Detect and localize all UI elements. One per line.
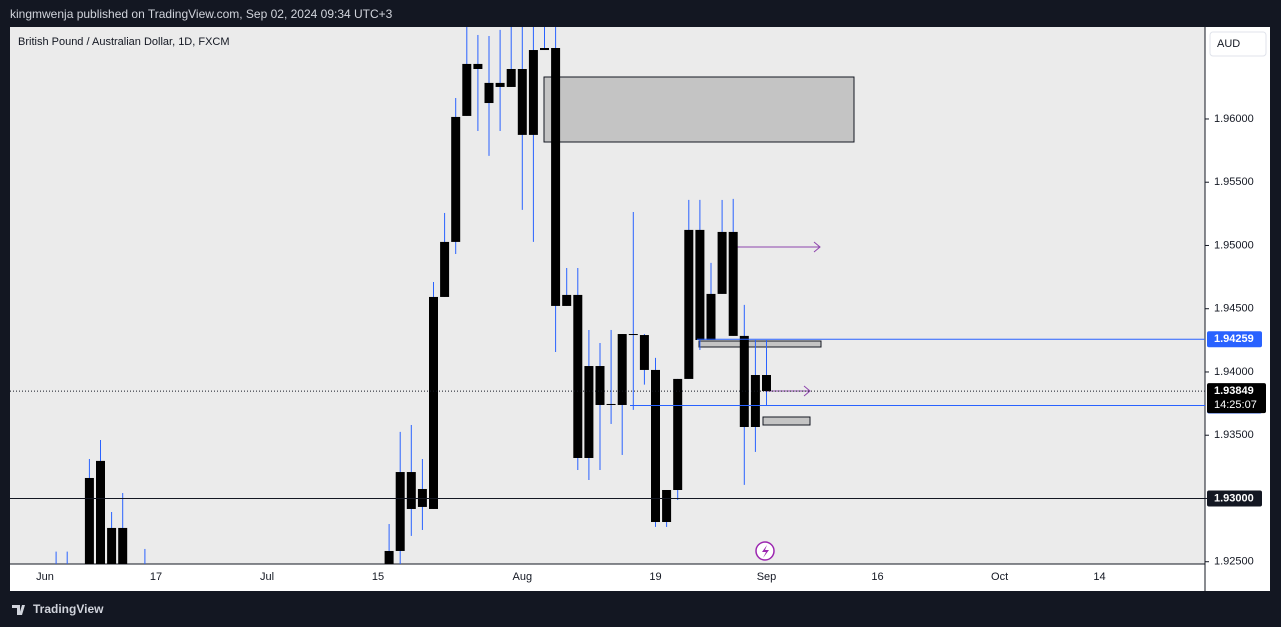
x-tick-label: Jul — [260, 571, 274, 583]
candle-body — [118, 527, 128, 564]
candle-body — [595, 366, 605, 405]
level-label: 1.93000 — [1214, 492, 1254, 504]
candle-body — [384, 550, 394, 564]
brand: TradingView — [33, 602, 104, 616]
candle-body — [484, 82, 494, 104]
x-tick-label: 19 — [649, 571, 661, 583]
chart-title: British Pound / Australian Dollar, 1D, F… — [18, 36, 230, 48]
candle-body — [417, 488, 427, 507]
x-tick-label: Oct — [991, 571, 1008, 583]
y-tick-label: 1.94500 — [1214, 303, 1254, 315]
y-tick-label: 1.96000 — [1214, 113, 1254, 125]
candle-body — [750, 375, 760, 427]
candle-body — [606, 403, 616, 405]
candle-body — [107, 527, 117, 564]
candle-body — [573, 294, 583, 458]
candle-body — [473, 63, 483, 69]
candle-body — [706, 293, 716, 340]
candle-body — [739, 335, 749, 427]
candle-body — [695, 229, 705, 340]
x-tick-label: 17 — [150, 571, 162, 583]
candle-body — [462, 63, 472, 116]
zone-box — [543, 76, 855, 143]
x-tick-label: 14 — [1093, 571, 1105, 583]
plot — [55, 27, 855, 564]
currency: AUD — [1217, 38, 1240, 50]
candle-body — [673, 378, 683, 490]
publisher: kingmwenja published on TradingView.com,… — [10, 7, 393, 21]
candle-body — [628, 334, 638, 336]
candle-body — [495, 82, 505, 87]
x-tick-label: Sep — [757, 571, 777, 583]
candle-body — [562, 294, 572, 306]
level-tag — [1207, 490, 1262, 507]
currency-box — [1209, 31, 1267, 57]
candle-body — [617, 334, 627, 405]
y-tick-label: 1.94000 — [1214, 366, 1254, 378]
candle-body — [584, 366, 594, 458]
candle-body — [551, 47, 561, 306]
x-tick-label: 16 — [871, 571, 883, 583]
y-tick-label: 1.95500 — [1214, 176, 1254, 188]
candle-body — [406, 472, 416, 509]
x-tick-label: 15 — [372, 571, 384, 583]
level-label: 1.94259 — [1214, 333, 1254, 345]
x-tick-label: Jun — [36, 571, 54, 583]
level-tag — [1207, 331, 1262, 348]
y-tick-label: 1.95000 — [1214, 239, 1254, 251]
candle-body — [728, 231, 738, 336]
candle-body — [84, 477, 94, 564]
last-price-label: 1.93849 — [1214, 385, 1254, 397]
last-price-tag — [1207, 383, 1266, 414]
candle-body — [451, 116, 461, 242]
arrow — [735, 241, 821, 253]
candle-body — [517, 68, 527, 135]
candle-body — [684, 229, 694, 379]
event-icon[interactable] — [755, 541, 775, 561]
candle-body — [96, 460, 105, 564]
zone-box — [698, 340, 822, 348]
candle-body — [506, 68, 516, 87]
time-axis — [10, 564, 1205, 591]
candle-body — [440, 241, 450, 297]
candle-body — [762, 375, 771, 392]
candle-body — [717, 231, 727, 294]
y-tick-label: 1.93500 — [1214, 429, 1254, 441]
zone-box — [762, 416, 811, 426]
logo-icon — [12, 605, 25, 615]
candle-body — [540, 47, 549, 51]
x-tick-label: Aug — [513, 571, 533, 583]
countdown: 14:25:07 — [1214, 399, 1257, 411]
candle-body — [651, 369, 660, 523]
candle-body — [528, 50, 538, 135]
candle-body — [662, 489, 672, 523]
candle-body — [395, 472, 405, 551]
y-tick-label: 1.92500 — [1214, 556, 1254, 568]
candle-body — [429, 296, 438, 509]
candle-body — [639, 335, 649, 370]
